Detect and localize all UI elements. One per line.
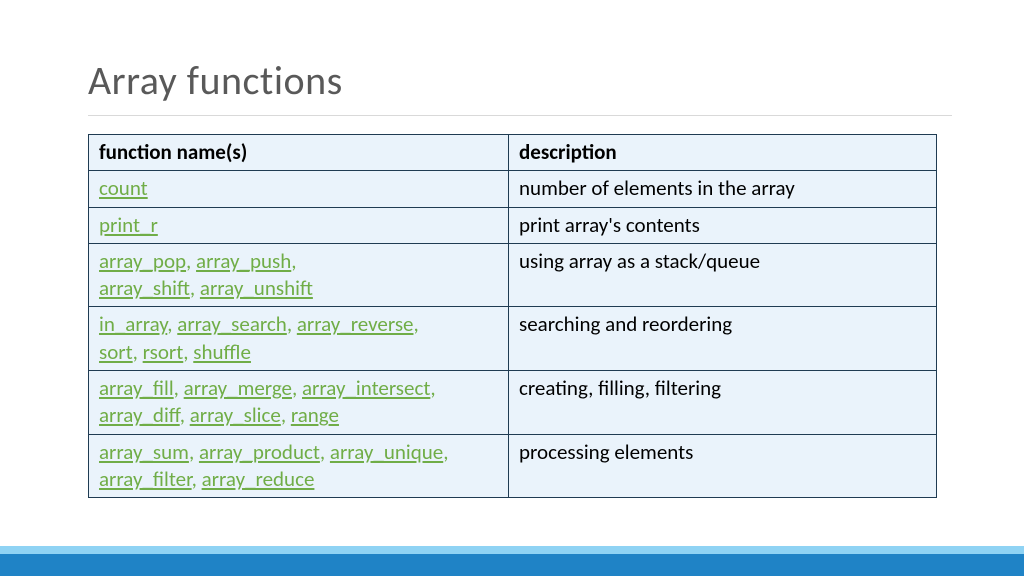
function-link[interactable]: array_push [196,248,291,274]
function-link[interactable]: array_sum [99,439,189,465]
separator: , [190,275,200,301]
separator: , [430,375,435,401]
function-link[interactable]: count [99,175,148,201]
function-link[interactable]: array_unshift [200,275,313,301]
description-cell: searching and reordering [509,307,937,371]
separator: , [192,466,202,492]
band-thin [0,546,1024,554]
separator: , [186,248,196,274]
function-link[interactable]: array_shift [99,275,190,301]
function-cell: array_sum, array_product, array_unique, … [89,434,509,498]
page-title: Array functions [88,56,952,105]
table-row: array_pop, array_push, array_shift, arra… [89,243,937,307]
separator: , [167,311,177,337]
col-header-description: description [509,135,937,171]
function-link[interactable]: array_pop [99,248,186,274]
separator: , [174,375,184,401]
separator: , [281,402,291,428]
separator: , [291,248,296,274]
function-link[interactable]: array_slice [190,402,281,428]
table-row: count number of elements in the array [89,171,937,207]
description-cell: print array's contents [509,207,937,243]
table-row: in_array, array_search, array_reverse, s… [89,307,937,371]
col-header-function: function name(s) [89,135,509,171]
description-cell: creating, filling, filtering [509,371,937,435]
table-row: array_fill, array_merge, array_intersect… [89,371,937,435]
description-cell: number of elements in the array [509,171,937,207]
functions-table: function name(s) description count number… [88,134,937,498]
function-link[interactable]: array_reverse [297,311,414,337]
function-link[interactable]: array_fill [99,375,174,401]
function-link[interactable]: array_intersect [302,375,430,401]
function-link[interactable]: array_merge [184,375,292,401]
function-link[interactable]: array_product [199,439,320,465]
band-thick [0,554,1024,576]
function-cell: print_r [89,207,509,243]
function-link[interactable]: rsort [143,339,184,365]
function-link[interactable]: shuffle [193,339,251,365]
function-cell: in_array, array_search, array_reverse, s… [89,307,509,371]
function-link[interactable]: sort [99,339,133,365]
function-cell: count [89,171,509,207]
description-cell: processing elements [509,434,937,498]
function-cell: array_fill, array_merge, array_intersect… [89,371,509,435]
function-link[interactable]: in_array [99,311,167,337]
separator: , [189,439,199,465]
table-row: array_sum, array_product, array_unique, … [89,434,937,498]
table-body: countnumber of elements in the arrayprin… [89,171,937,498]
description-cell: using array as a stack/queue [509,243,937,307]
table-row: print_r print array's contents [89,207,937,243]
function-link[interactable]: array_reduce [202,466,315,492]
separator: , [443,439,448,465]
separator: , [183,339,193,365]
separator: , [292,375,302,401]
function-link[interactable]: print_r [99,212,158,238]
function-link[interactable]: array_filter [99,466,192,492]
function-link[interactable]: array_search [177,311,287,337]
separator: , [320,439,330,465]
table-header-row: function name(s) description [89,135,937,171]
function-link[interactable]: array_diff [99,402,180,428]
function-link[interactable]: range [291,402,339,428]
function-link[interactable]: array_unique [330,439,443,465]
separator: , [287,311,297,337]
separator: , [180,402,190,428]
title-divider [88,115,952,116]
function-cell: array_pop, array_push, array_shift, arra… [89,243,509,307]
separator: , [413,311,418,337]
bottom-accent-band [0,546,1024,576]
separator: , [133,339,143,365]
slide-container: Array functions function name(s) descrip… [0,0,1024,576]
